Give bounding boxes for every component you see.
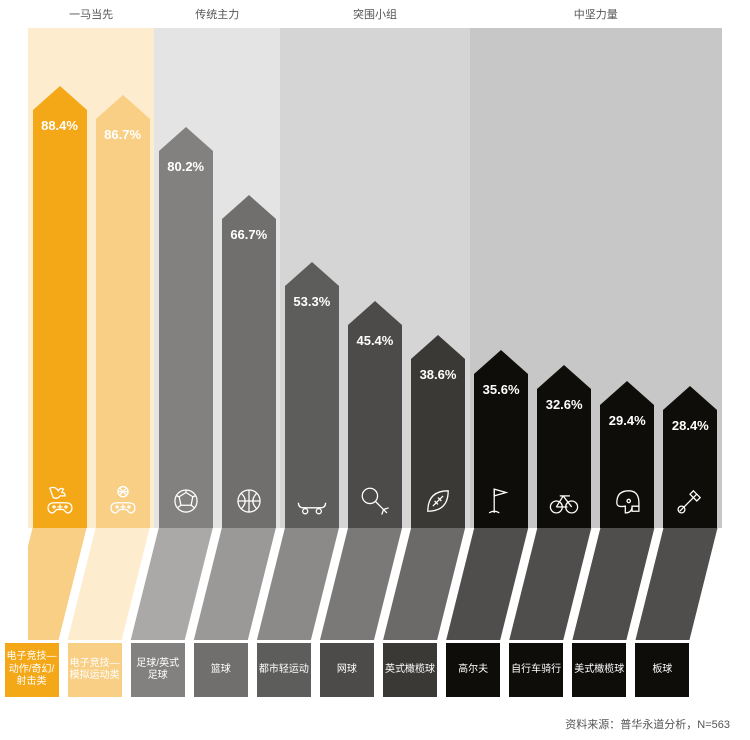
basketball-icon (222, 484, 276, 518)
bar-body: 32.6% (537, 389, 591, 528)
bar-value: 29.4% (600, 413, 654, 428)
bar-arrow (474, 350, 528, 374)
golf-icon (474, 484, 528, 518)
gamepad-ball-icon (96, 484, 150, 518)
tennis-icon (348, 484, 402, 518)
label-slot: 电子竞技—动作/奇幻/射击类 (0, 640, 63, 700)
chart-container: 一马当先传统主力突围小组中坚力量 88.4% 86.7% 80.2% 66.7% 53.… (0, 0, 750, 740)
bar: 45.4% (348, 301, 402, 528)
bar: 86.7% (96, 95, 150, 529)
bar-slot: 45.4% (343, 28, 406, 528)
gamepad-dragon-icon (33, 484, 87, 518)
bar-slot: 86.7% (91, 28, 154, 528)
bar-arrow (600, 381, 654, 405)
bars-region: 88.4% 86.7% 80.2% 66.7% 53.3% 45.4% 38.6% 35.6%… (28, 28, 722, 528)
bar-body: 88.4% (33, 110, 87, 528)
bar-value: 28.4% (663, 418, 717, 433)
bar-arrow (537, 365, 591, 389)
bar-slot: 66.7% (217, 28, 280, 528)
bar-label: 英式橄榄球 (383, 643, 437, 697)
bar-arrow (348, 301, 402, 325)
bar-body: 29.4% (600, 405, 654, 528)
label-slot: 板球 (631, 640, 694, 700)
bar-value: 86.7% (96, 127, 150, 142)
rugby-icon (411, 484, 465, 518)
bar-slot: 80.2% (154, 28, 217, 528)
bar-value: 45.4% (348, 333, 402, 348)
skateboard-icon (285, 484, 339, 518)
bar-body: 86.7% (96, 119, 150, 529)
label-slot: 足球/英式足球 (126, 640, 189, 700)
bicycle-icon (537, 484, 591, 518)
bar: 38.6% (411, 335, 465, 528)
bar-body: 28.4% (663, 410, 717, 528)
bar-value: 88.4% (33, 118, 87, 133)
bar-value: 53.3% (285, 294, 339, 309)
bar-value: 80.2% (159, 159, 213, 174)
label-slot: 美式橄榄球 (568, 640, 631, 700)
bar-body: 66.7% (222, 219, 276, 529)
group-header: 一马当先 (28, 0, 154, 28)
label-row: 电子竞技—动作/奇幻/射击类电子竞技—模拟运动类足球/英式足球篮球都市轻运动网球… (0, 640, 750, 700)
bar: 35.6% (474, 350, 528, 528)
bar-label: 电子竞技—模拟运动类 (68, 643, 122, 697)
bar: 32.6% (537, 365, 591, 528)
bar-body: 45.4% (348, 325, 402, 528)
group-header: 传统主力 (154, 0, 280, 28)
bar-slot: 53.3% (280, 28, 343, 528)
bar-label: 足球/英式足球 (131, 643, 185, 697)
group-header: 中坚力量 (470, 0, 722, 28)
bar-body: 38.6% (411, 359, 465, 528)
football-helmet-icon (600, 484, 654, 518)
bar-body: 80.2% (159, 151, 213, 528)
cricket-icon (663, 484, 717, 518)
source-note: 资料来源：普华永道分析，N=563 (565, 716, 730, 732)
bar-label: 篮球 (194, 643, 248, 697)
bar-label: 高尔夫 (446, 643, 500, 697)
group-headers: 一马当先传统主力突围小组中坚力量 (28, 0, 722, 28)
bar: 29.4% (600, 381, 654, 528)
bar-body: 35.6% (474, 374, 528, 528)
bar: 88.4% (33, 86, 87, 528)
bar-slot: 38.6% (406, 28, 469, 528)
bar-slot: 28.4% (659, 28, 722, 528)
bar-label: 都市轻运动 (257, 643, 311, 697)
label-slot: 自行车骑行 (505, 640, 568, 700)
label-slot: 都市轻运动 (252, 640, 315, 700)
bar-label: 美式橄榄球 (572, 643, 626, 697)
bar-slot: 35.6% (470, 28, 533, 528)
bar-slot: 32.6% (533, 28, 596, 528)
bar-value: 38.6% (411, 367, 465, 382)
bar-arrow (222, 195, 276, 219)
bar-slot: 29.4% (596, 28, 659, 528)
label-slot: 网球 (315, 640, 378, 700)
bar: 66.7% (222, 195, 276, 529)
bar: 53.3% (285, 262, 339, 529)
label-slot: 电子竞技—模拟运动类 (63, 640, 126, 700)
bar-body: 53.3% (285, 286, 339, 529)
bar-arrow (663, 386, 717, 410)
bar-label: 网球 (320, 643, 374, 697)
label-slot: 篮球 (189, 640, 252, 700)
bar-label: 板球 (635, 643, 689, 697)
bar-slot: 88.4% (28, 28, 91, 528)
label-slot: 英式橄榄球 (378, 640, 441, 700)
soccer-icon (159, 484, 213, 518)
bar-value: 32.6% (537, 397, 591, 412)
bar-value: 66.7% (222, 227, 276, 242)
bar-arrow (285, 262, 339, 286)
bar-value: 35.6% (474, 382, 528, 397)
bar: 28.4% (663, 386, 717, 528)
bar-label: 电子竞技—动作/奇幻/射击类 (5, 643, 59, 697)
bar: 80.2% (159, 127, 213, 528)
bar-label: 自行车骑行 (509, 643, 563, 697)
bar-arrow (159, 127, 213, 151)
label-slot: 高尔夫 (442, 640, 505, 700)
bar-arrow (411, 335, 465, 359)
bar-arrow (96, 95, 150, 119)
bar-arrow (33, 86, 87, 110)
group-header: 突围小组 (280, 0, 469, 28)
